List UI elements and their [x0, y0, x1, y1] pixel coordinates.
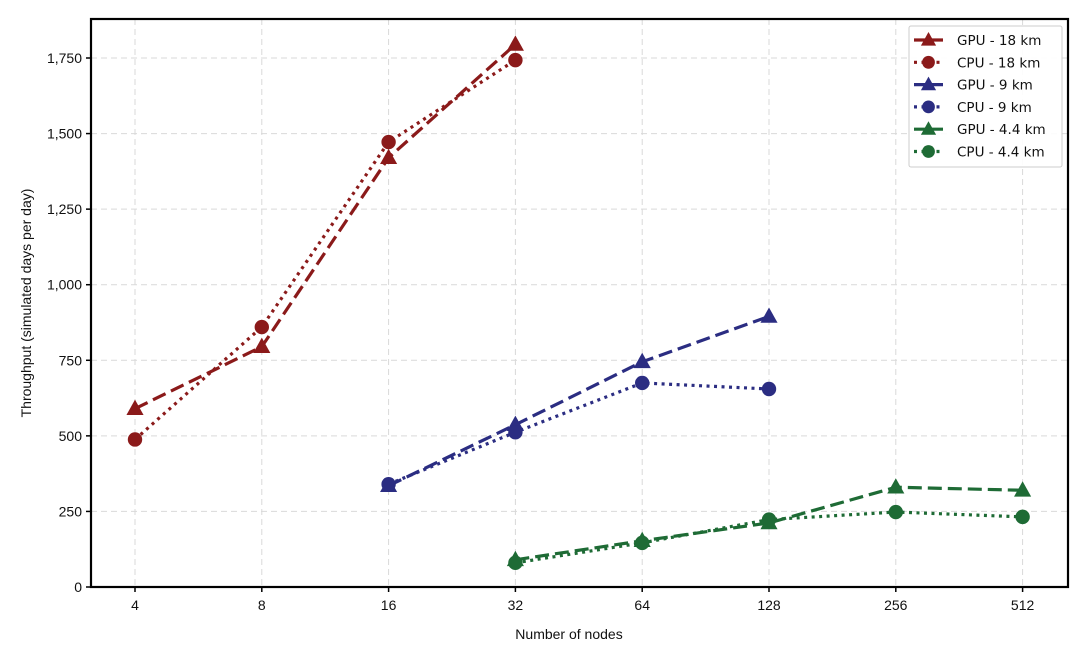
series-cpu-4-4-km — [508, 504, 1030, 571]
triangle-marker-icon — [920, 121, 937, 135]
circle-marker-icon — [1015, 509, 1030, 525]
triangle-marker-icon — [1014, 481, 1032, 497]
circle-marker-icon — [888, 504, 903, 520]
triangle-marker-icon — [760, 307, 778, 323]
circle-marker-icon — [127, 432, 143, 447]
circle-marker-icon — [761, 381, 777, 397]
series-gpu-18-km — [126, 35, 524, 415]
y-tick-label: 500 — [59, 428, 83, 444]
legend-item: GPU - 18 km — [914, 32, 1041, 49]
legend-label: GPU - 4.4 km — [957, 122, 1046, 138]
legend-item: CPU - 9 km — [914, 100, 1032, 116]
triangle-marker-icon — [920, 76, 937, 91]
y-tick-label: 0 — [74, 579, 82, 595]
series-line — [387, 314, 770, 488]
triangle-marker-icon — [126, 399, 144, 415]
legend-label: CPU - 18 km — [957, 55, 1040, 71]
series-line — [515, 485, 1023, 562]
triangle-marker-icon — [506, 35, 524, 51]
y-tick-label: 1,250 — [47, 201, 82, 217]
circle-marker-icon — [761, 512, 777, 527]
y-tick-label: 1,750 — [47, 50, 82, 66]
y-tick-label: 1,000 — [47, 277, 82, 293]
legend-item: CPU - 4.4 km — [914, 145, 1045, 161]
plot-frame — [89, 17, 1070, 589]
series-line — [134, 43, 517, 411]
circle-marker-icon — [635, 375, 650, 391]
y-axis-title: Throughput (simulated days per day) — [18, 189, 34, 418]
circle-marker-icon — [508, 52, 523, 68]
triangle-marker-icon — [633, 352, 651, 369]
legend-item: CPU - 18 km — [914, 55, 1040, 71]
series-line — [387, 381, 770, 486]
triangle-marker-icon — [920, 32, 937, 46]
legend-label: GPU - 9 km — [957, 78, 1033, 94]
x-tick-label: 256 — [884, 597, 908, 613]
legend-label: GPU - 18 km — [957, 33, 1041, 49]
plot-series — [126, 35, 1032, 571]
series-cpu-9-km — [381, 375, 777, 492]
circle-marker-icon — [508, 555, 523, 571]
legend: GPU - 18 km CPU - 18 km GPU - 9 km CPU - 9 … — [908, 25, 1063, 168]
x-axis-ticks: 4 8 16 32 64 128 256 512 — [131, 587, 1034, 613]
x-tick-label: 4 — [131, 597, 139, 613]
circle-marker-icon — [635, 535, 650, 551]
legend-label: CPU - 4.4 km — [957, 145, 1045, 161]
legend-item: GPU - 4.4 km — [914, 121, 1046, 138]
triangle-marker-icon — [380, 148, 398, 165]
x-tick-label: 512 — [1011, 597, 1035, 613]
series-cpu-18-km — [127, 52, 523, 447]
x-tick-label: 8 — [258, 597, 266, 613]
x-tick-label: 128 — [757, 597, 781, 613]
y-tick-label: 750 — [59, 352, 83, 368]
y-tick-label: 250 — [59, 503, 83, 519]
legend-item: GPU - 9 km — [914, 76, 1033, 94]
circle-marker-icon — [922, 145, 935, 158]
x-tick-label: 16 — [381, 597, 397, 613]
y-axis-ticks: 0 250 500 750 1,000 1,250 1,500 1,750 — [47, 50, 91, 595]
triangle-marker-icon — [887, 478, 905, 494]
x-tick-label: 64 — [634, 597, 650, 613]
x-axis-title: Number of nodes — [515, 626, 622, 642]
circle-marker-icon — [254, 319, 269, 335]
circle-marker-icon — [381, 134, 396, 150]
series-line — [133, 58, 517, 441]
legend-box — [908, 25, 1063, 168]
triangle-marker-icon — [253, 337, 271, 353]
circle-marker-icon — [922, 55, 935, 69]
x-tick-label: 32 — [508, 597, 524, 613]
circle-marker-icon — [922, 100, 935, 114]
y-tick-label: 1,500 — [47, 126, 82, 142]
circle-marker-icon — [381, 477, 396, 492]
legend-label: CPU - 9 km — [957, 100, 1032, 116]
circle-marker-icon — [508, 425, 523, 440]
